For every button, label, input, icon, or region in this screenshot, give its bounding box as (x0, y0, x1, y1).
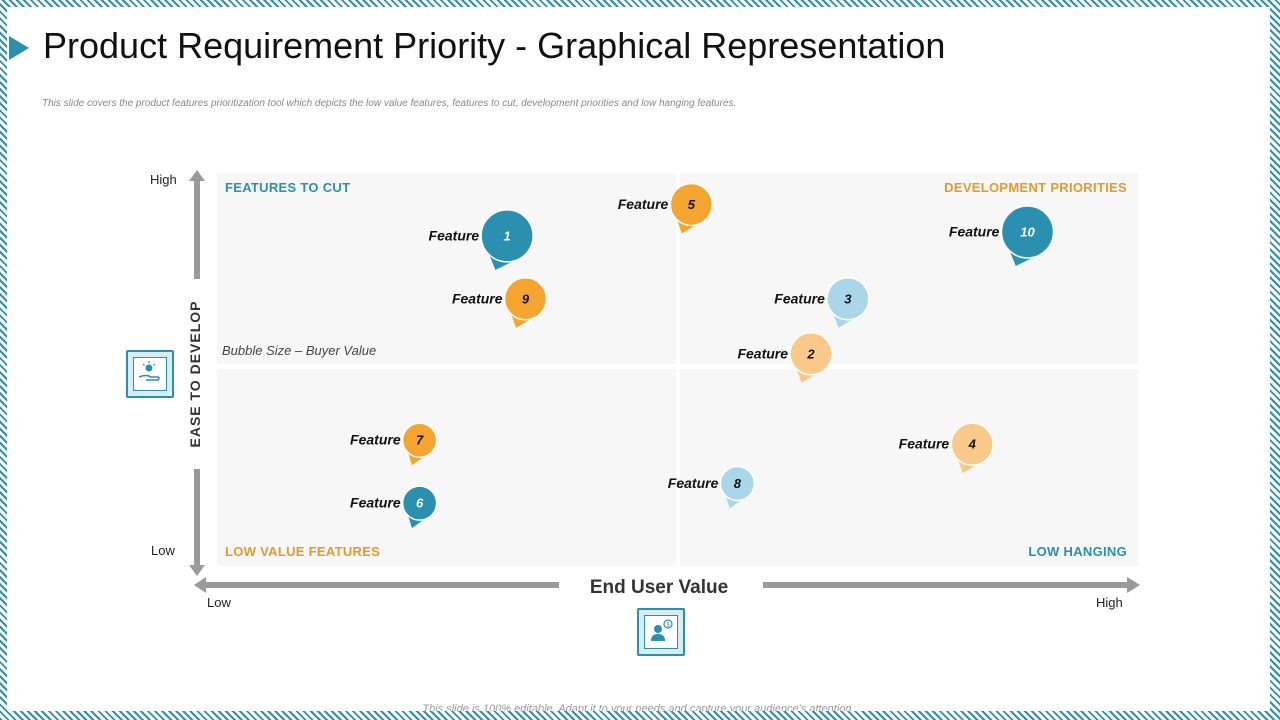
feature-bubble-3: 3 Feature (774, 277, 870, 328)
chart-plot: 1 Feature 2 Feature 3 Feature 4 Feature 5 Feature… (189, 170, 1140, 593)
bubble-label-7: Feature (350, 432, 401, 448)
feature-bubble-5: 5 Feature (618, 182, 714, 234)
feature-bubble-9: 9 Feature (452, 277, 548, 328)
page-subtitle: This slide covers the product features p… (42, 98, 737, 109)
bubble-circle-1 (480, 209, 534, 263)
bubble-size-legend: Bubble Size – Buyer Value (222, 343, 377, 358)
feature-bubble-1: 1 Feature (429, 209, 534, 270)
x-tick-high: High (1096, 595, 1123, 610)
footer-note: This slide is 100% editable. Adapt it to… (422, 703, 855, 711)
quadrant-label-features-to-cut: FEATURES TO CUT (225, 180, 351, 195)
bubble-number-3: 3 (844, 291, 852, 306)
hand-with-lightbulb-icon (126, 350, 174, 398)
bubble-label-4: Feature (899, 436, 950, 452)
feature-bubble-10: 10 Feature (949, 205, 1055, 266)
bubble-number-8: 8 (734, 476, 742, 491)
bubble-label-1: Feature (429, 227, 480, 243)
bubble-number-6: 6 (416, 496, 424, 511)
quadrant-top-left (217, 173, 676, 364)
y-axis-arrow-down (189, 565, 205, 576)
bubble-circle-2 (789, 332, 833, 376)
bubble-circle-10 (1000, 205, 1055, 259)
svg-text:$: $ (666, 623, 670, 629)
y-tick-low: Low (151, 543, 175, 558)
bubble-label-8: Feature (668, 475, 719, 491)
bubble-number-4: 4 (968, 437, 977, 452)
bubble-label-2: Feature (737, 345, 788, 361)
quadrant-bottom-left (217, 369, 676, 566)
bubble-number-9: 9 (522, 291, 530, 306)
quadrant-label-low-value-features: LOW VALUE FEATURES (225, 544, 381, 559)
slide: Product Requirement Priority - Graphical… (7, 7, 1270, 711)
y-axis-arrow-up (189, 170, 205, 181)
x-tick-low: Low (207, 595, 231, 610)
bubble-label-10: Feature (949, 223, 1000, 239)
x-axis-arrow-left (194, 577, 206, 593)
x-axis-arrow-right (1127, 577, 1140, 593)
bubble-number-7: 7 (416, 433, 424, 448)
y-tick-high: High (150, 172, 177, 187)
quadrant-bottom-right (680, 369, 1138, 566)
quadrant-top-right (680, 173, 1138, 364)
feature-bubble-8: 8 Feature (668, 465, 756, 509)
bubble-number-10: 10 (1020, 224, 1035, 239)
quadrant-label-low-hanging: LOW HANGING (1028, 544, 1127, 559)
bubble-label-6: Feature (350, 495, 401, 511)
bubble-label-3: Feature (774, 290, 825, 306)
feature-bubble-6: 6 Feature (350, 485, 438, 529)
user-with-dollar-icon: $ (637, 608, 685, 656)
feature-bubble-7: 7 Feature (350, 422, 438, 466)
bubble-number-2: 2 (806, 346, 815, 361)
bubble-circle-9 (503, 277, 548, 321)
quadrant-label-development-priorities: DEVELOPMENT PRIORITIES (944, 180, 1127, 195)
bubble-circle-4 (950, 422, 994, 466)
bubble-circle-6 (401, 485, 438, 521)
feature-bubble-2: 2 Feature (737, 332, 833, 383)
bubble-label-9: Feature (452, 290, 503, 306)
page-title: Product Requirement Priority - Graphical… (43, 25, 946, 66)
bubble-label-5: Feature (618, 196, 669, 212)
x-axis-title: End User Value (589, 577, 729, 598)
bubble-circle-7 (401, 422, 438, 458)
bubble-circle-8 (719, 465, 756, 502)
feature-bubble-4: 4 Feature (899, 422, 994, 474)
bubble-circle-5 (669, 182, 714, 227)
title-marker (9, 36, 29, 60)
bubble-circle-3 (826, 277, 870, 321)
bubble-number-1: 1 (503, 228, 510, 243)
bubble-number-5: 5 (688, 197, 696, 212)
